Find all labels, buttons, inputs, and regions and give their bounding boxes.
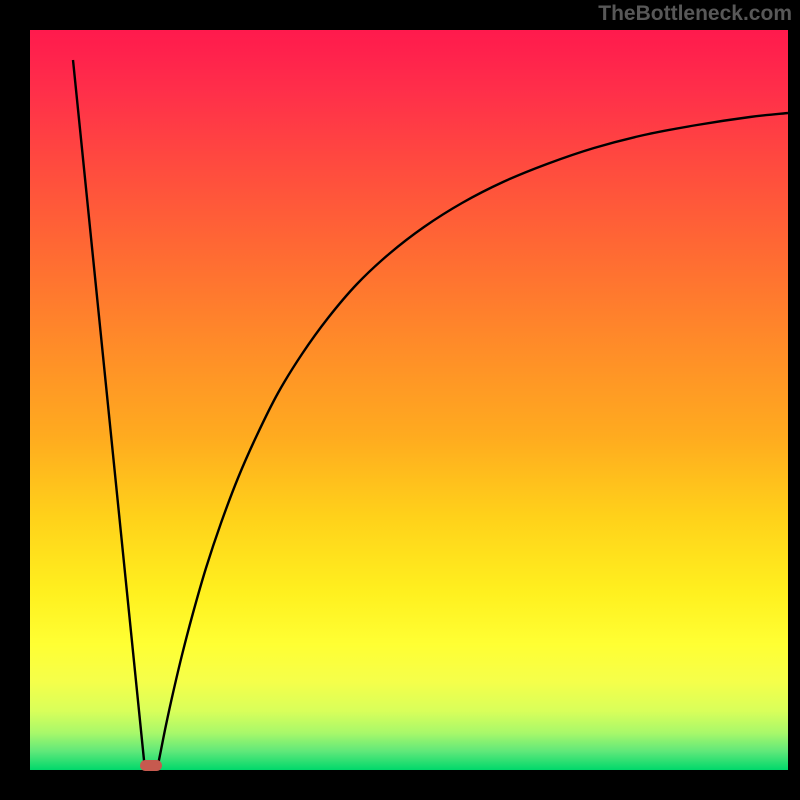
minimum-marker	[140, 760, 162, 771]
curve-left-segment	[73, 60, 145, 770]
watermark-text: TheBottleneck.com	[598, 2, 792, 26]
curves-layer	[30, 30, 788, 770]
chart-frame: TheBottleneck.com	[0, 0, 800, 800]
curve-right-segment	[157, 113, 788, 770]
plot-area	[30, 30, 788, 770]
